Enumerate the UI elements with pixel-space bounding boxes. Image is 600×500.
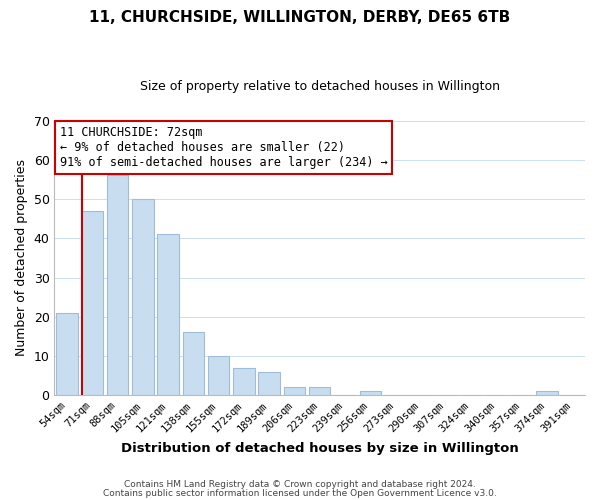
Title: Size of property relative to detached houses in Willington: Size of property relative to detached ho…: [140, 80, 500, 93]
Bar: [309, 388, 331, 395]
Bar: [208, 356, 229, 395]
Bar: [157, 234, 179, 395]
Text: Contains public sector information licensed under the Open Government Licence v3: Contains public sector information licen…: [103, 489, 497, 498]
Bar: [56, 313, 78, 395]
Bar: [107, 176, 128, 395]
Y-axis label: Number of detached properties: Number of detached properties: [15, 160, 28, 356]
Bar: [82, 211, 103, 395]
Bar: [259, 372, 280, 395]
Text: 11, CHURCHSIDE, WILLINGTON, DERBY, DE65 6TB: 11, CHURCHSIDE, WILLINGTON, DERBY, DE65 …: [89, 10, 511, 25]
Text: Contains HM Land Registry data © Crown copyright and database right 2024.: Contains HM Land Registry data © Crown c…: [124, 480, 476, 489]
Bar: [132, 199, 154, 395]
Bar: [182, 332, 204, 395]
Bar: [233, 368, 254, 395]
Bar: [536, 392, 558, 395]
Bar: [359, 392, 381, 395]
Text: 11 CHURCHSIDE: 72sqm
← 9% of detached houses are smaller (22)
91% of semi-detach: 11 CHURCHSIDE: 72sqm ← 9% of detached ho…: [60, 126, 388, 169]
Bar: [284, 388, 305, 395]
X-axis label: Distribution of detached houses by size in Willington: Distribution of detached houses by size …: [121, 442, 518, 455]
